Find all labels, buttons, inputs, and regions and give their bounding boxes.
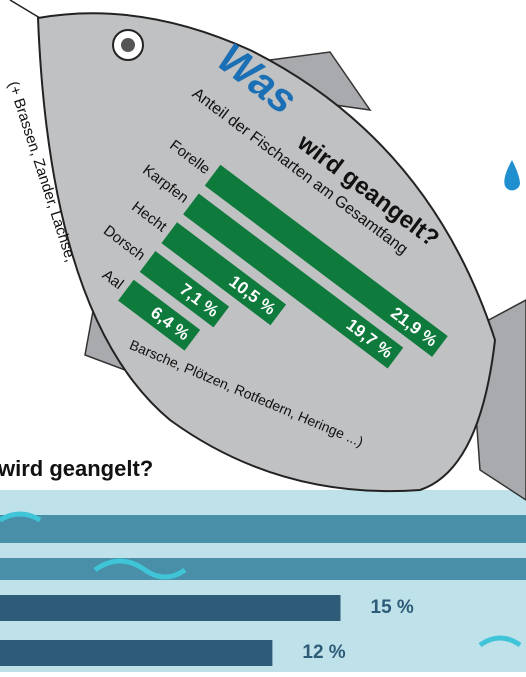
water-drop (504, 160, 520, 190)
fishing-line (10, 0, 40, 18)
bar (0, 640, 272, 666)
fish-pupil (121, 38, 135, 52)
water-stripe (0, 515, 526, 543)
chart-title: wird geangelt? (0, 456, 153, 481)
water-stripe (0, 558, 526, 580)
infographic: (+ Brassen, Zander, Lachse, Barsche, Plö… (0, 0, 526, 672)
value-label: 12 % (302, 642, 345, 663)
value-label: 15 % (371, 597, 414, 618)
bar (0, 595, 341, 621)
